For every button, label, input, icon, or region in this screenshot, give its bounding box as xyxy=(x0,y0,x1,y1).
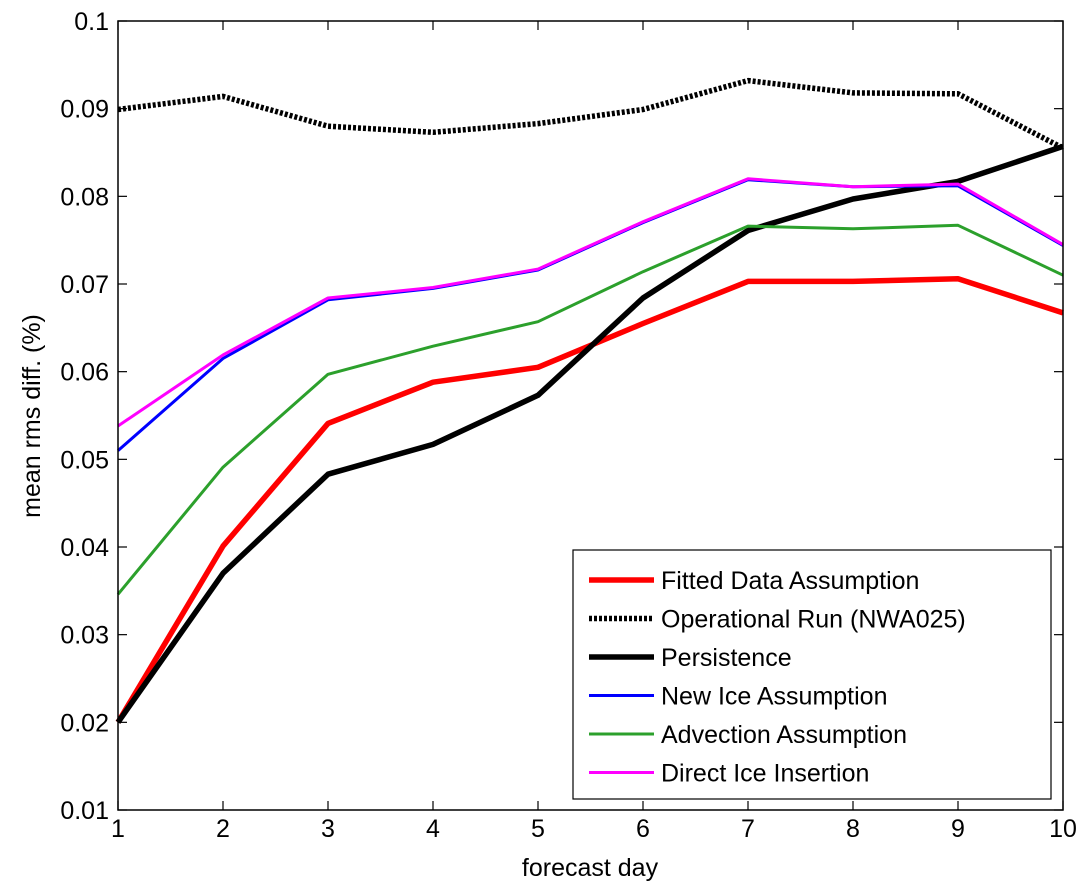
legend-label-0: Fitted Data Assumption xyxy=(661,567,919,595)
legend-label-3: New Ice Assumption xyxy=(661,683,888,711)
ticks-layer xyxy=(117,20,1064,811)
y-tick-label-0: 0.01 xyxy=(60,797,109,825)
y-tick-label-4: 0.05 xyxy=(60,446,109,474)
y-tick-label-7: 0.08 xyxy=(60,183,109,211)
y-tick-labels: 0.01 0.02 0.03 0.04 0.05 0.06 0.07 0.08 0.09 0.1 xyxy=(60,8,109,825)
y-tick-label-1: 0.02 xyxy=(60,709,109,737)
series-line-4 xyxy=(116,223,1064,596)
x-tick-label-7: 8 xyxy=(846,815,860,843)
x-tick-label-3: 4 xyxy=(426,815,440,843)
y-tick-label-8: 0.09 xyxy=(60,96,109,124)
x-tick-label-2: 3 xyxy=(321,815,335,843)
legend-box xyxy=(572,549,1052,800)
legend-label-2: Persistence xyxy=(661,644,792,672)
x-tick-label-5: 6 xyxy=(636,815,650,843)
x-tick-label-0: 1 xyxy=(111,815,125,843)
y-tick-label-9: 0.1 xyxy=(74,8,109,36)
y-tick-label-2: 0.03 xyxy=(60,622,109,650)
y-tick-label-5: 0.06 xyxy=(60,359,109,387)
x-tick-label-4: 5 xyxy=(531,815,545,843)
legend: Fitted Data Assumption Operational Run (N… xyxy=(572,549,1052,800)
x-tick-labels: 1 2 3 4 5 6 7 8 9 10 xyxy=(111,815,1077,843)
y-tick-label-6: 0.07 xyxy=(60,271,109,299)
x-tick-label-9: 10 xyxy=(1049,815,1077,843)
series-line-1 xyxy=(117,77,1065,151)
legend-label-5: Direct Ice Insertion xyxy=(661,760,869,788)
series-line-5 xyxy=(117,177,1064,428)
legend-label-1: Operational Run (NWA025) xyxy=(661,606,966,634)
x-tick-label-1: 2 xyxy=(216,815,230,843)
x-tick-label-6: 7 xyxy=(741,815,755,843)
series-line-2 xyxy=(115,143,1064,724)
series-layer xyxy=(115,77,1065,724)
y-tick-label-3: 0.04 xyxy=(60,534,109,562)
y-axis-label: mean rms diff. (%) xyxy=(18,314,46,518)
x-tick-label-8: 9 xyxy=(951,815,965,843)
legend-label-4: Advection Assumption xyxy=(661,721,907,749)
plot-frame xyxy=(117,20,1064,811)
x-axis-label: forecast day xyxy=(522,854,659,882)
